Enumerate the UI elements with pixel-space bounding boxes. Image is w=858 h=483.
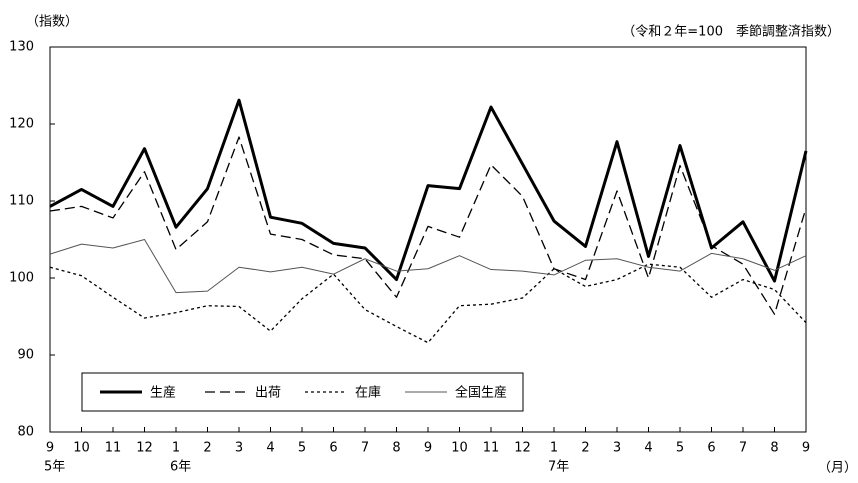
y-tick-label: 130	[9, 40, 34, 55]
x-tick-label: 5	[676, 441, 684, 456]
legend-label: 生産	[150, 385, 176, 401]
y-tick-label: 100	[9, 271, 34, 286]
x-tick-label: 6	[707, 441, 715, 456]
x-tick-label: 12	[136, 441, 153, 456]
year-label: 5年	[44, 460, 65, 475]
x-tick-label: 7	[361, 441, 369, 456]
x-tick-label: 8	[770, 441, 778, 456]
series-line	[49, 239, 807, 294]
series-line	[49, 263, 807, 344]
year-label: 7年	[548, 460, 569, 475]
legend-label: 出荷	[255, 386, 281, 401]
legend-label: 全国生産	[455, 385, 507, 401]
x-tick-label: 4	[266, 441, 274, 456]
note: （令和２年=100 季節調整済指数）	[622, 24, 840, 40]
x-tick-label: 12	[514, 441, 531, 456]
x-tick-label: 9	[424, 441, 432, 456]
x-tick-label: 10	[451, 441, 468, 456]
legend-box	[81, 372, 524, 412]
x-tick-label: 6	[329, 441, 337, 456]
y-unit: （指数）	[26, 15, 78, 30]
x-tick-label: 8	[392, 441, 400, 456]
x-tick-label: 11	[105, 441, 122, 456]
year-label: 6年	[170, 460, 191, 475]
x-unit: （月）	[818, 461, 857, 476]
x-tick-label: 3	[613, 441, 621, 456]
x-tick-label: 10	[73, 441, 90, 456]
x-tick-label: 4	[644, 441, 652, 456]
x-tick-label: 7	[739, 441, 747, 456]
series-line	[49, 98, 808, 283]
x-tick-label: 1	[550, 441, 558, 456]
series-line	[49, 136, 807, 315]
x-tick-label: 5	[298, 441, 306, 456]
x-tick-label: 2	[581, 441, 589, 456]
x-tick-label: 3	[235, 441, 243, 456]
x-tick-label: 1	[172, 441, 180, 456]
y-tick-label: 80	[17, 425, 34, 440]
y-tick-label: 90	[17, 348, 34, 363]
x-tick-label: 2	[203, 441, 211, 456]
x-tick-label: 9	[802, 441, 810, 456]
legend-label: 在庫	[355, 386, 381, 401]
x-tick-label: 9	[46, 441, 54, 456]
x-tick-label: 11	[483, 441, 500, 456]
y-tick-label: 110	[9, 194, 34, 209]
y-tick-label: 120	[9, 117, 34, 132]
